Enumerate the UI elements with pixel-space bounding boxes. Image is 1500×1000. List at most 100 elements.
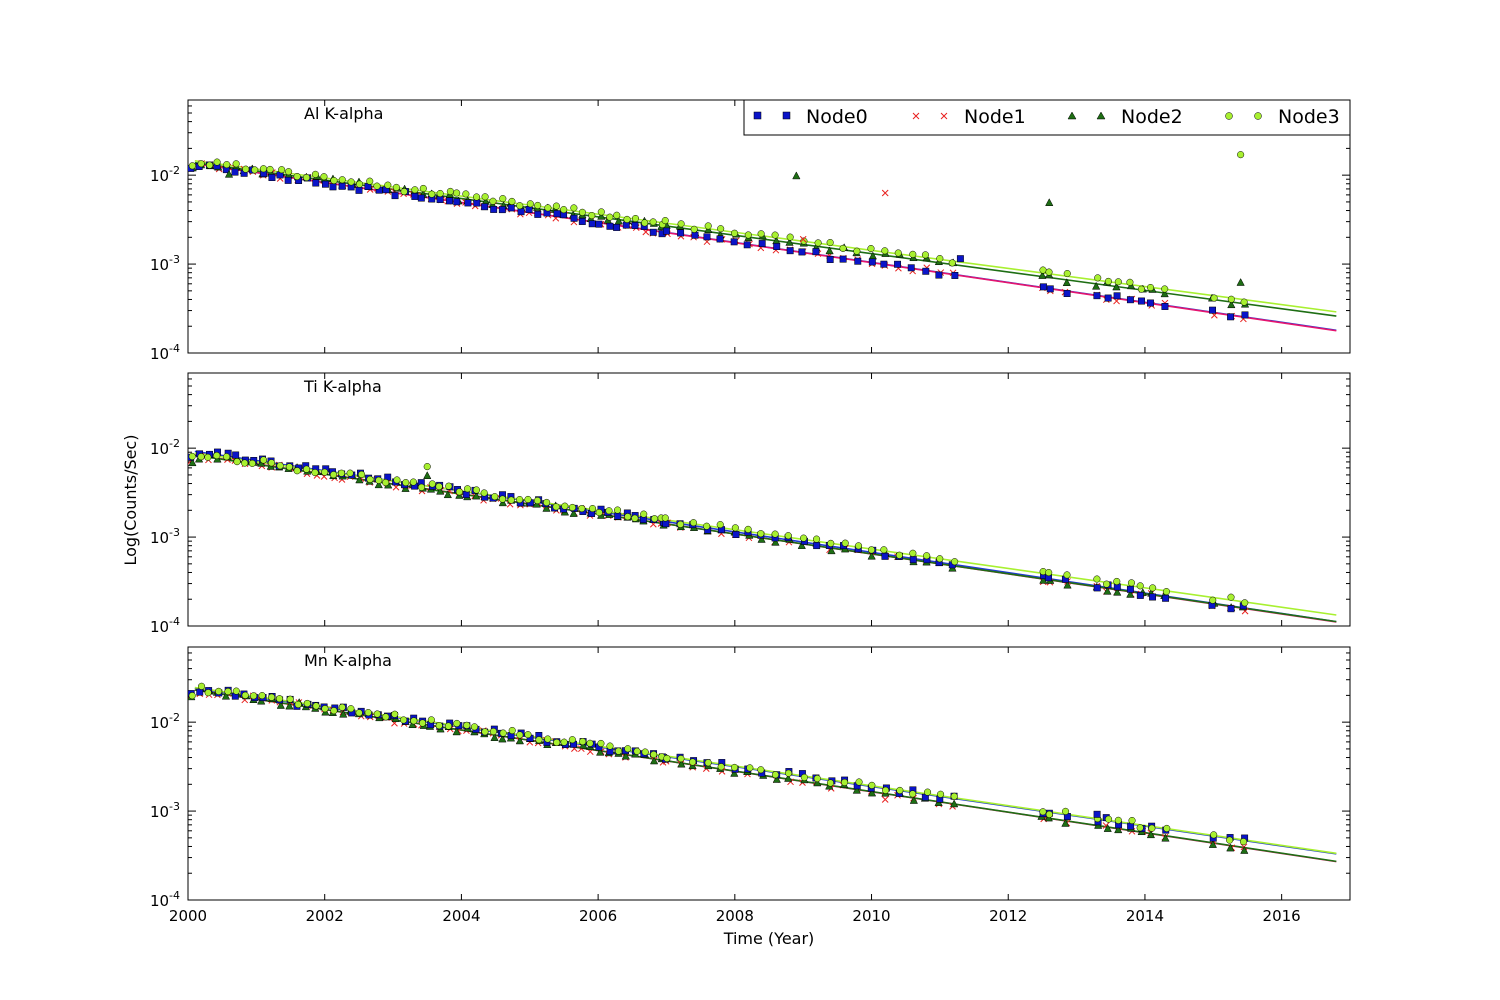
- point-node3: [771, 530, 779, 538]
- point-node3: [444, 722, 452, 730]
- point-node3: [508, 197, 516, 205]
- point-node3: [242, 165, 250, 173]
- point-node0: [677, 229, 685, 237]
- point-node3: [392, 183, 400, 191]
- point-node3: [233, 458, 241, 466]
- point-node3: [909, 250, 917, 258]
- point-node3: [462, 190, 470, 198]
- point-node3: [302, 465, 311, 473]
- panel-title: Mn K-alpha: [304, 651, 392, 670]
- point-node2: [757, 534, 766, 543]
- point-node3: [197, 160, 205, 168]
- point-node3: [800, 237, 808, 245]
- point-node0: [1147, 299, 1154, 307]
- point-node0: [798, 248, 806, 256]
- point-node0: [355, 186, 363, 194]
- point-node0: [773, 243, 781, 251]
- point-node0: [1126, 585, 1134, 593]
- point-node3: [224, 687, 232, 696]
- point-node2: [909, 796, 918, 804]
- point-node3: [338, 703, 346, 711]
- point-node2: [490, 733, 499, 741]
- point-node0: [595, 220, 603, 228]
- point-node3: [771, 771, 779, 779]
- point-node3: [909, 549, 917, 557]
- point-node2: [1103, 824, 1112, 832]
- y-tick-label: 10-4: [150, 615, 180, 636]
- point-node3: [663, 754, 671, 762]
- point-node3: [1241, 599, 1249, 607]
- point-node2: [188, 458, 197, 467]
- legend-label-node3: Node3: [1278, 106, 1340, 128]
- point-node3: [826, 779, 834, 787]
- legend-label-node0: Node0: [806, 106, 868, 128]
- point-node3: [232, 687, 240, 695]
- point-node3: [633, 747, 641, 755]
- point-node3: [880, 546, 888, 554]
- point-node3: [1103, 580, 1111, 588]
- point-node0: [1093, 584, 1101, 592]
- point-node3: [854, 542, 863, 550]
- point-node0: [525, 206, 533, 213]
- point-node3: [1045, 568, 1053, 577]
- point-node3: [499, 195, 507, 203]
- point-node3: [552, 202, 560, 210]
- point-node2: [1038, 271, 1047, 279]
- point-node2: [285, 701, 294, 710]
- point-node0: [411, 192, 419, 200]
- point-node3: [855, 778, 863, 786]
- point-node3: [1136, 582, 1144, 590]
- point-node3: [330, 176, 338, 185]
- point-node3: [330, 707, 338, 715]
- point-node3: [560, 206, 568, 214]
- point-node3: [1127, 579, 1136, 587]
- point-node3: [400, 716, 408, 724]
- point-node3: [568, 503, 576, 512]
- point-node3: [868, 781, 876, 789]
- point-node3: [757, 230, 765, 238]
- point-node3: [800, 534, 808, 542]
- point-node0: [922, 267, 930, 275]
- point-node0: [1227, 605, 1235, 613]
- point-node3: [251, 166, 259, 174]
- point-node3: [1210, 831, 1218, 839]
- point-node3: [535, 736, 543, 744]
- point-node3: [258, 692, 266, 700]
- point-node3: [321, 468, 329, 476]
- point-node2: [1226, 843, 1235, 852]
- point-node3: [1148, 824, 1156, 832]
- point-node3: [1146, 283, 1155, 292]
- point-node3: [524, 731, 532, 739]
- point-node3: [703, 522, 711, 530]
- point-node3: [948, 259, 956, 267]
- point-node3: [640, 510, 648, 518]
- point-node3: [1162, 588, 1170, 596]
- point-node2: [1236, 278, 1245, 286]
- point-node2: [1112, 282, 1121, 291]
- point-node3: [481, 728, 489, 736]
- point-node3: [1061, 807, 1070, 815]
- point-node3: [677, 755, 685, 763]
- point-node3: [417, 483, 426, 491]
- point-node0: [1113, 292, 1121, 300]
- point-node0: [894, 260, 902, 268]
- point-node3: [1161, 285, 1169, 293]
- point-node3: [358, 470, 366, 478]
- point-node3: [704, 759, 712, 767]
- point-node0: [935, 271, 943, 279]
- point-node3: [204, 689, 212, 697]
- point-node3: [293, 172, 301, 181]
- point-node1: [642, 228, 650, 236]
- point-node3: [613, 211, 621, 219]
- point-node3: [259, 456, 268, 464]
- point-node2: [597, 211, 606, 220]
- point-node3: [435, 482, 443, 491]
- point-node2: [374, 480, 383, 489]
- point-node3: [337, 469, 346, 477]
- point-node3: [463, 721, 471, 729]
- point-node3: [1210, 294, 1218, 302]
- point-node3: [198, 682, 206, 690]
- point-node2: [1062, 278, 1071, 286]
- point-node3: [366, 475, 374, 483]
- point-node2: [498, 734, 507, 743]
